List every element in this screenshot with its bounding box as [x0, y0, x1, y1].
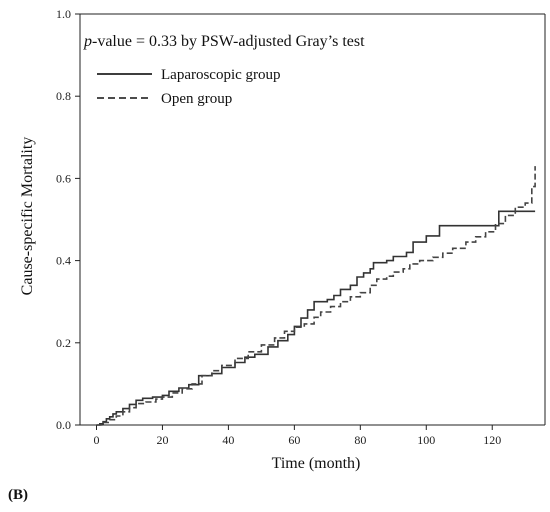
- x-tick-label: 40: [222, 433, 234, 447]
- y-tick-label: 1.0: [56, 7, 71, 21]
- p-value-annotation: p-value = 0.33 by PSW-adjusted Gray’s te…: [83, 33, 365, 50]
- y-tick-label: 0.8: [56, 89, 71, 103]
- x-tick-label: 20: [156, 433, 168, 447]
- y-tick-label: 0.6: [56, 171, 71, 185]
- p-value-italic: p: [83, 33, 92, 50]
- panel-label: (B): [8, 487, 28, 503]
- y-tick-label: 0.2: [56, 336, 71, 350]
- legend-label-open: Open group: [161, 91, 232, 107]
- y-axis-label: Cause-specific Mortality: [19, 137, 36, 296]
- x-tick-label: 60: [288, 433, 300, 447]
- x-ticks: 0 20 40 60 80 100 120: [93, 425, 501, 447]
- y-ticks: 0.0 0.2 0.4 0.6 0.8 1.0: [56, 7, 80, 432]
- legend-label-laparoscopic: Laparoscopic group: [161, 67, 281, 83]
- series-layer: [96, 166, 536, 426]
- series-line-open: [96, 166, 536, 426]
- p-value-rest: -value = 0.33 by PSW-adjusted Gray’s tes…: [92, 33, 365, 50]
- x-axis-label: Time (month): [272, 455, 361, 472]
- series-line-laparoscopic: [96, 210, 536, 426]
- y-tick-label: 0.0: [56, 418, 71, 432]
- x-tick-label: 80: [354, 433, 366, 447]
- x-tick-label: 0: [93, 433, 99, 447]
- legend: Laparoscopic group Open group: [97, 67, 281, 107]
- x-tick-label: 120: [483, 433, 501, 447]
- x-tick-label: 100: [417, 433, 435, 447]
- y-tick-label: 0.4: [56, 254, 71, 268]
